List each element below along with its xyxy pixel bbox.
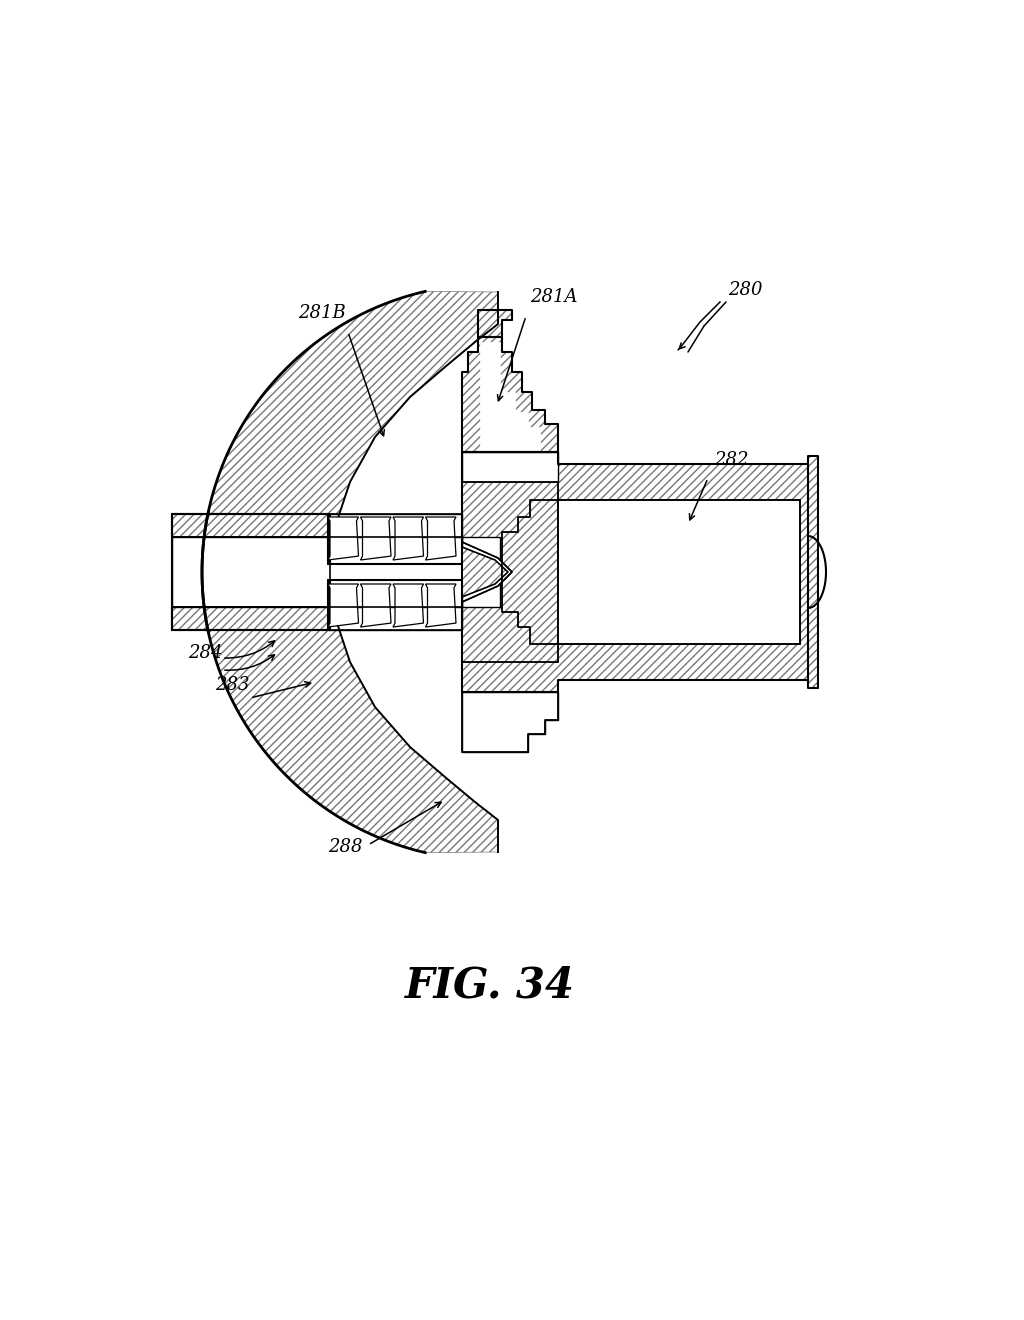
Polygon shape bbox=[478, 310, 512, 337]
Polygon shape bbox=[558, 500, 800, 644]
Polygon shape bbox=[172, 451, 818, 692]
Text: 281A: 281A bbox=[530, 288, 578, 306]
Text: 283: 283 bbox=[215, 676, 250, 694]
Polygon shape bbox=[480, 342, 540, 451]
Text: 284: 284 bbox=[188, 644, 222, 663]
Polygon shape bbox=[462, 546, 508, 597]
Polygon shape bbox=[172, 537, 462, 607]
Polygon shape bbox=[426, 583, 456, 627]
Polygon shape bbox=[360, 517, 391, 560]
Polygon shape bbox=[462, 482, 558, 663]
Polygon shape bbox=[328, 517, 358, 560]
Polygon shape bbox=[393, 517, 424, 560]
Polygon shape bbox=[328, 583, 358, 627]
Polygon shape bbox=[202, 512, 498, 853]
Text: FIG. 34: FIG. 34 bbox=[406, 964, 575, 1006]
Polygon shape bbox=[462, 451, 558, 482]
Polygon shape bbox=[426, 517, 456, 560]
Polygon shape bbox=[328, 579, 462, 630]
Text: US 2012/0179036 A1: US 2012/0179036 A1 bbox=[690, 67, 838, 81]
Polygon shape bbox=[964, 0, 1024, 1320]
Text: Jul. 12, 2012   Sheet 84 of 104: Jul. 12, 2012 Sheet 84 of 104 bbox=[358, 67, 571, 81]
Text: Patent Application Publication: Patent Application Publication bbox=[82, 67, 298, 81]
Polygon shape bbox=[462, 692, 558, 752]
Text: 282: 282 bbox=[714, 451, 749, 469]
Polygon shape bbox=[328, 513, 462, 564]
Polygon shape bbox=[202, 292, 498, 632]
Polygon shape bbox=[462, 337, 558, 451]
Polygon shape bbox=[462, 543, 512, 602]
Polygon shape bbox=[172, 537, 330, 607]
Polygon shape bbox=[0, 0, 60, 1320]
Text: 281B: 281B bbox=[298, 304, 346, 322]
Polygon shape bbox=[393, 583, 424, 627]
Text: 288: 288 bbox=[328, 838, 362, 855]
Text: 280: 280 bbox=[728, 281, 763, 300]
Polygon shape bbox=[360, 583, 391, 627]
Polygon shape bbox=[462, 537, 500, 607]
Polygon shape bbox=[0, 0, 1024, 92]
